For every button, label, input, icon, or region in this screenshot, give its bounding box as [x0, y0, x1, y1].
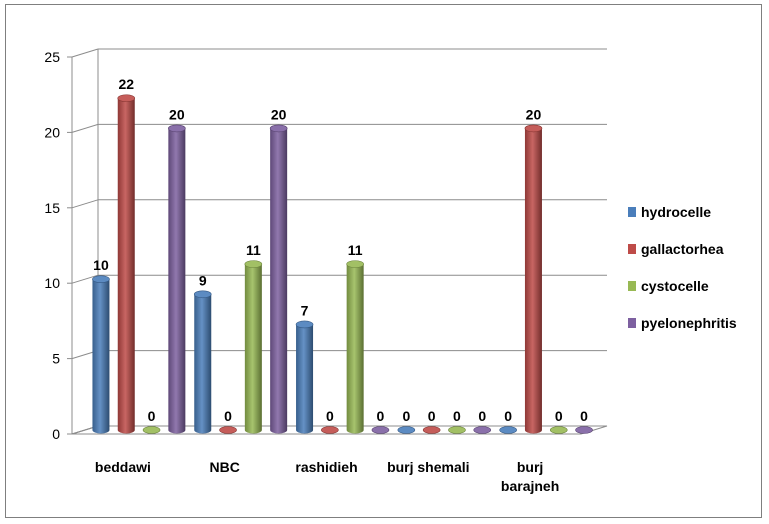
y-tick-label: 15 — [44, 200, 60, 216]
legend-label: cystocelle — [641, 278, 709, 294]
legend-label: hydrocelle — [641, 204, 711, 220]
bar-top — [92, 275, 110, 284]
bar-top — [244, 260, 263, 268]
y-axis-ticks: 0 5 10 15 20 25 — [44, 49, 72, 442]
bar-body — [296, 324, 314, 434]
data-label: 20 — [271, 106, 287, 122]
data-label: 0 — [478, 408, 486, 424]
legend: hydrocelle gallactorhea cystocelle pyelonep… — [628, 204, 737, 331]
data-label: 9 — [199, 272, 207, 288]
bar-top — [219, 426, 237, 434]
data-label: 20 — [526, 106, 542, 122]
x-category-label: beddawi — [95, 459, 151, 475]
gridline-diag — [71, 123, 99, 133]
data-label: 0 — [555, 408, 563, 424]
bar-body — [244, 264, 262, 434]
bar-body — [92, 279, 110, 434]
data-label: 20 — [169, 106, 185, 122]
x-category-label: burj shemali — [387, 459, 469, 475]
data-label: 0 — [224, 408, 232, 424]
bar-body — [194, 294, 212, 434]
bar — [193, 290, 212, 434]
bar — [244, 260, 263, 434]
bar-body — [346, 264, 364, 434]
bar-top — [371, 426, 390, 434]
data-label: 10 — [93, 257, 109, 273]
bar — [371, 426, 390, 434]
y-tick-label: 10 — [44, 275, 60, 291]
x-axis-labels: beddawi NBC rashidieh burj shemali burj baraj… — [95, 459, 559, 494]
bar-body — [117, 98, 135, 434]
bar — [346, 260, 364, 434]
bar — [397, 426, 416, 434]
bar-top — [448, 426, 466, 434]
gridline-diag — [71, 48, 99, 58]
y-tick-label: 0 — [52, 426, 60, 442]
bar-top — [193, 290, 212, 299]
data-label: 0 — [377, 408, 385, 424]
bar-top — [117, 94, 136, 103]
data-label: 11 — [246, 242, 261, 258]
bar — [321, 426, 339, 434]
bar-top — [168, 124, 186, 133]
x-category-label: NBC — [210, 459, 240, 475]
bar-body — [524, 128, 542, 434]
data-label: 0 — [326, 408, 334, 424]
bar — [473, 426, 492, 434]
legend-swatch — [628, 207, 636, 217]
bar — [219, 426, 237, 434]
data-labels: 10 22 0 20 9 0 11 20 7 0 11 0 0 0 0 0 0 20 0 0 — [93, 76, 588, 424]
bar-top — [269, 124, 288, 133]
bar — [448, 426, 466, 434]
bar — [575, 426, 593, 434]
gridline-diag — [71, 199, 99, 209]
data-label: 11 — [348, 242, 363, 258]
legend-label: pyelonephritis — [641, 315, 737, 331]
data-label: 22 — [118, 76, 134, 92]
bar-body — [270, 128, 288, 434]
data-label: 7 — [301, 302, 309, 318]
legend-swatch — [628, 281, 636, 291]
data-label: 0 — [504, 408, 512, 424]
bar — [92, 275, 110, 434]
data-label: 0 — [428, 408, 436, 424]
bar-top — [397, 426, 416, 434]
legend-label: gallactorhea — [641, 241, 724, 257]
data-label: 0 — [148, 408, 156, 424]
legend-swatch — [628, 244, 636, 254]
x-category-label: rashidieh — [295, 459, 357, 475]
bar — [295, 320, 314, 434]
y-tick-label: 5 — [52, 351, 60, 367]
chart-frame: 0 5 10 15 20 25 10 22 0 20 9 0 11 20 7 0 11 0 0 0 0 0 0 20 0 0 b… — [5, 4, 762, 518]
bar-top — [499, 426, 517, 434]
y-tick-label: 25 — [44, 49, 60, 65]
bar — [524, 124, 543, 434]
bar — [499, 426, 517, 434]
bar-top — [321, 426, 339, 434]
bar-top — [575, 426, 593, 434]
bar-top — [422, 426, 441, 434]
bar — [142, 426, 161, 434]
bar — [269, 124, 288, 434]
bar — [117, 94, 136, 434]
bar — [422, 426, 441, 434]
bar — [168, 124, 186, 434]
bar-body — [168, 128, 186, 434]
gridline-diag — [71, 274, 99, 284]
y-tick-label: 20 — [44, 124, 60, 140]
bar-top — [549, 426, 568, 434]
data-label: 0 — [402, 408, 410, 424]
bar-top — [473, 426, 492, 434]
bar-chart: 0 5 10 15 20 25 10 22 0 20 9 0 11 20 7 0 11 0 0 0 0 0 0 20 0 0 b… — [44, 48, 737, 494]
bar-top — [142, 426, 161, 434]
x-category-label: burj barajneh — [501, 459, 559, 494]
bar-top — [295, 320, 314, 329]
bar-top — [346, 260, 364, 268]
data-label: 0 — [453, 408, 461, 424]
bar — [549, 426, 568, 434]
bar-top — [524, 124, 543, 133]
bars — [92, 94, 593, 434]
legend-swatch — [628, 318, 636, 328]
data-label: 0 — [580, 408, 588, 424]
